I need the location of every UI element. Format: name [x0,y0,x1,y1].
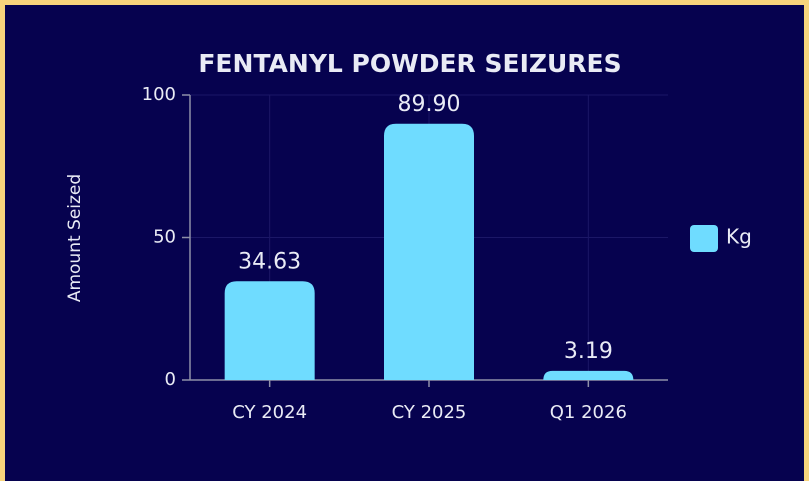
legend-swatch [690,225,718,252]
y-axis-label: Amount Seized [65,174,85,302]
bar [224,281,315,380]
bar [384,123,474,380]
chart-title: FENTANYL POWDER SEIZURES [198,49,621,78]
y-tick-label: 100 [142,84,176,105]
value-label: 3.19 [564,339,613,364]
bar [543,370,634,380]
legend-label: Kg [726,225,752,249]
x-tick-label: Q1 2026 [550,402,627,423]
x-tick-label: CY 2024 [232,402,307,423]
value-label: 34.63 [238,249,301,274]
y-tick-label: 50 [153,227,176,248]
x-tick-label: CY 2025 [392,402,467,423]
value-label: 89.90 [398,92,461,117]
y-tick-label: 0 [165,369,176,390]
